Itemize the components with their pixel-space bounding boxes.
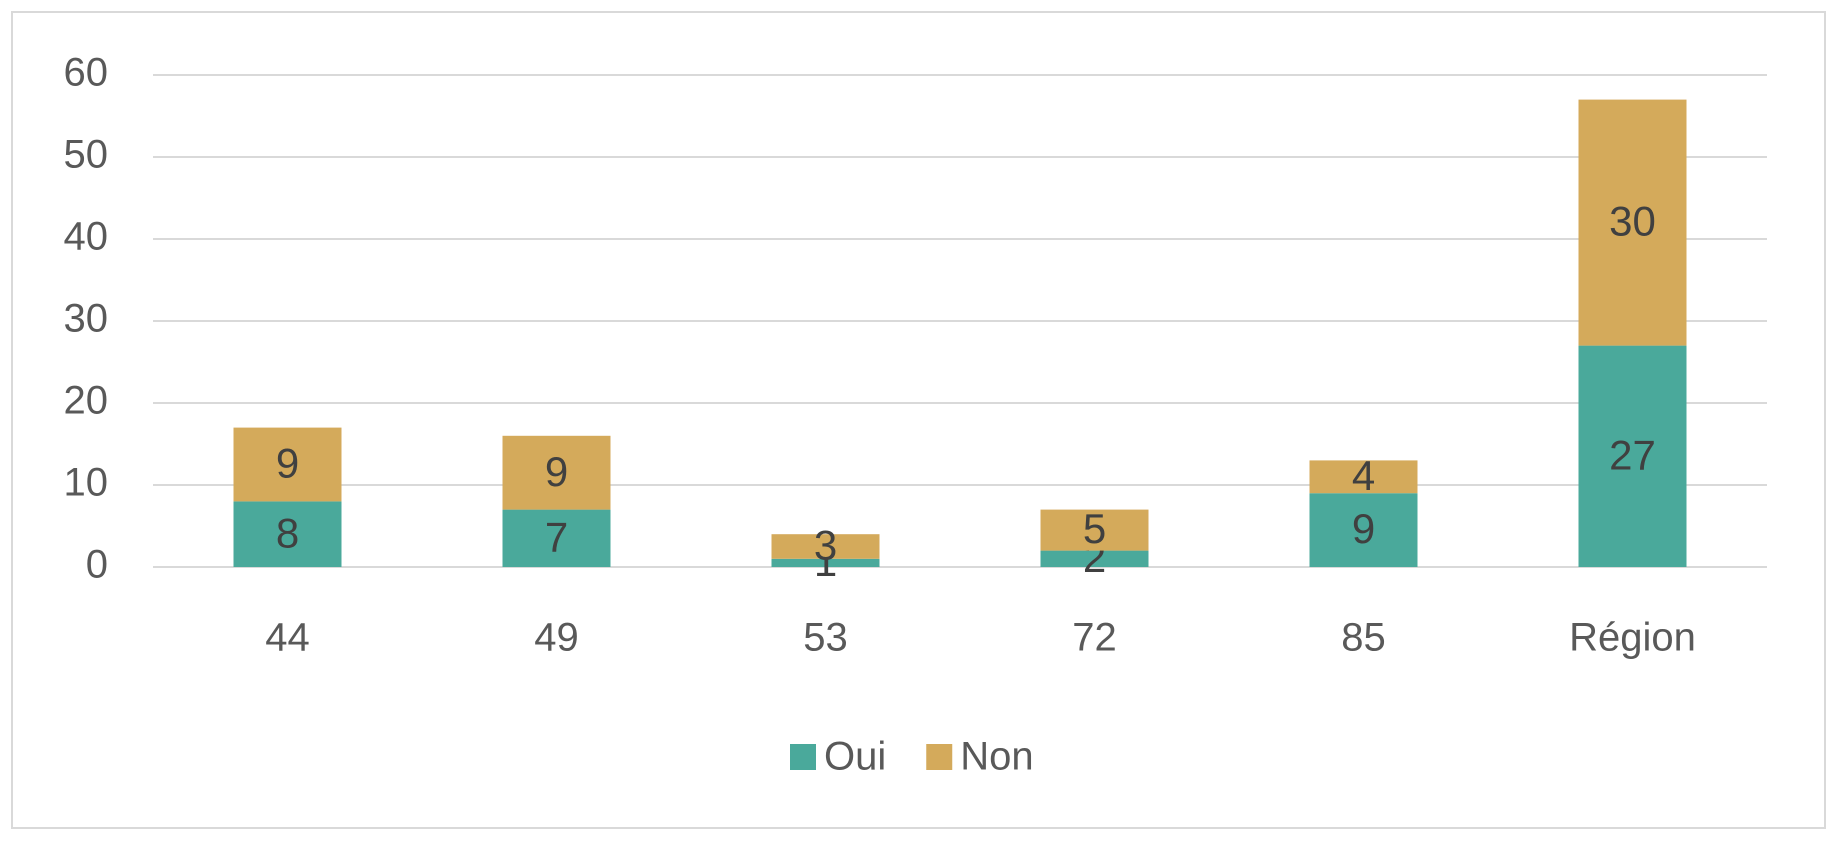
y-tick-label: 30	[64, 297, 109, 341]
bar-segment	[1040, 509, 1149, 551]
legend-swatch	[790, 744, 816, 770]
y-tick-label: 0	[86, 543, 108, 587]
bar-segment	[771, 534, 880, 559]
bar-segment	[1309, 460, 1418, 494]
data-label: 4	[1352, 452, 1375, 499]
y-tick-label: 20	[64, 379, 109, 423]
bar-segment	[502, 509, 611, 567]
data-label: 9	[545, 448, 568, 495]
bar-segment	[1040, 550, 1149, 567]
bar-segment	[771, 558, 880, 567]
data-label: 8	[276, 509, 299, 556]
data-label: 9	[276, 440, 299, 487]
x-tick-label: 85	[1341, 616, 1386, 660]
data-label: 9	[1352, 505, 1375, 552]
bar-segment	[1578, 99, 1687, 346]
bar-segment	[233, 501, 342, 567]
bar-segment	[1578, 345, 1687, 567]
y-tick-label: 40	[64, 215, 109, 259]
legend-label: Oui	[824, 735, 886, 779]
legend-label: Non	[960, 735, 1033, 779]
legend-swatch	[926, 744, 953, 770]
data-label: 27	[1609, 431, 1656, 478]
data-label: 7	[545, 513, 568, 560]
x-tick-label: 44	[265, 616, 310, 660]
y-tick-label: 50	[64, 133, 109, 177]
bar-segment	[502, 435, 611, 510]
x-tick-label: 72	[1072, 616, 1117, 660]
x-tick-label: 49	[534, 616, 579, 660]
y-tick-label: 10	[64, 461, 109, 505]
bar-segment	[1309, 493, 1418, 567]
data-label: 5	[1083, 505, 1106, 552]
x-tick-label: 53	[803, 616, 848, 660]
y-tick-label: 60	[64, 51, 109, 95]
chart-border	[11, 11, 1826, 829]
x-tick-label: Région	[1569, 616, 1696, 660]
data-label: 30	[1609, 198, 1656, 245]
bar-segment	[233, 427, 342, 502]
data-label: 3	[814, 522, 837, 569]
